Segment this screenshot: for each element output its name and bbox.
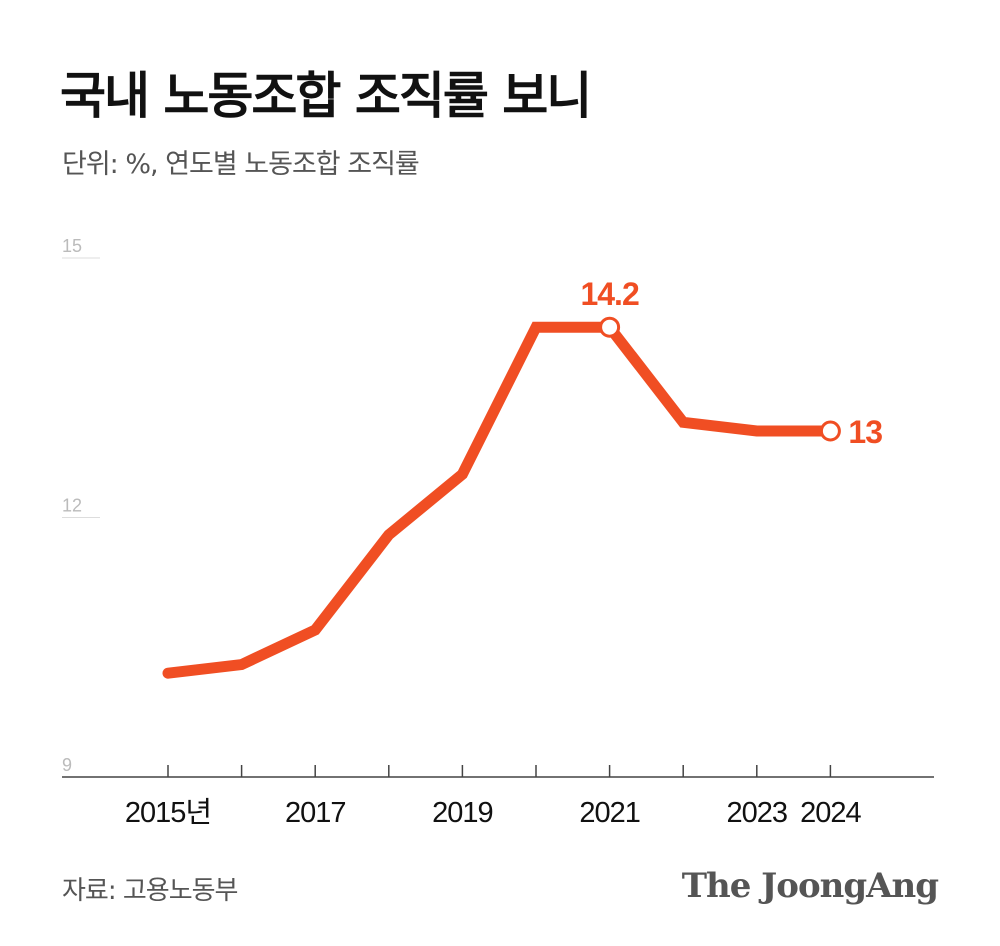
y-tick-label: 15	[62, 236, 82, 256]
x-tick-label: 2019	[432, 797, 493, 829]
source-note: 자료: 고용노동부	[62, 876, 238, 906]
x-tick-label: 2024	[800, 797, 861, 829]
x-tick-label: 2021	[579, 797, 640, 829]
data-label: 14.2	[580, 276, 638, 312]
chart-subtitle: 단위: %, 연도별 노동조합 조직률	[62, 149, 420, 180]
y-tick-label: 9	[62, 755, 72, 775]
x-tick-label: 2023	[727, 797, 788, 829]
chart-title: 국내 노동조합 조직률 보니	[60, 67, 592, 125]
publisher-logo: The JoongAng	[681, 866, 939, 906]
highlight-marker	[819, 420, 841, 442]
data-label: 13	[848, 414, 882, 450]
x-tick-label: 2015년	[125, 797, 211, 829]
series-line	[162, 321, 836, 679]
x-tick-label: 2017	[285, 797, 346, 829]
highlight-marker	[599, 316, 621, 338]
y-tick-label: 12	[62, 496, 82, 516]
